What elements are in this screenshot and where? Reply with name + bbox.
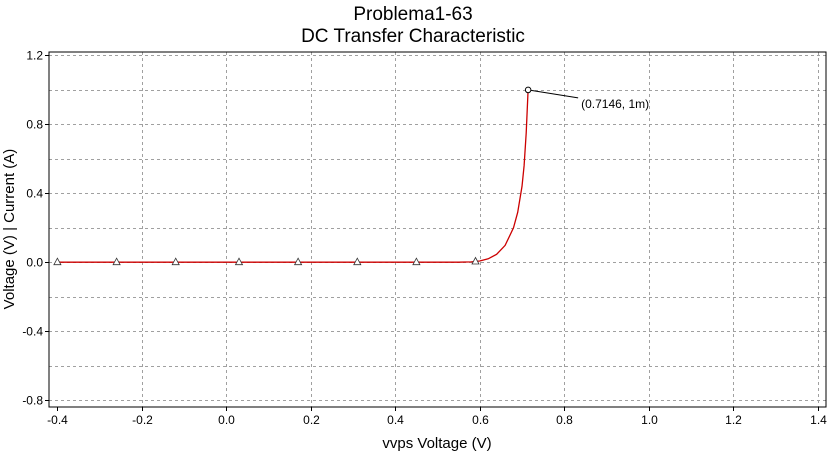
chart-subtitle: DC Transfer Characteristic	[301, 26, 525, 47]
y-tick-label: -0.8	[22, 394, 43, 408]
y-tick-label: 0.8	[26, 118, 43, 132]
series-marker-triangle	[112, 257, 121, 266]
x-axis-ticks: -0.4 -0.2 0.0 0.2 0.4 0.6 0.8 1.0 1.2 1.4	[47, 407, 827, 427]
y-tick-label: -0.4	[22, 325, 43, 339]
grid	[49, 52, 826, 407]
x-tick-label: -0.4	[47, 413, 68, 427]
y-axis-ticks: 1.2 0.8 0.4 0.0 -0.4 -0.8	[22, 49, 49, 408]
x-tick-label: 1.2	[725, 413, 742, 427]
y-axis-label: Voltage (V) | Current (A)	[1, 149, 18, 310]
plot-frame	[48, 51, 827, 408]
x-tick-label: -0.2	[132, 413, 153, 427]
series-group	[53, 89, 529, 266]
x-axis-label: vvps Voltage (V)	[382, 435, 491, 452]
annotation-label: (0.7146, 1m)	[581, 97, 649, 111]
series-marker-triangle	[171, 257, 180, 266]
series-line	[57, 89, 529, 263]
x-tick-label: 1.0	[641, 413, 658, 427]
series-marker-triangle	[471, 256, 480, 265]
y-tick-label: 1.2	[26, 49, 43, 63]
chart-title: Problema1-63	[353, 4, 472, 25]
series-marker-triangle	[412, 257, 421, 266]
annotation-point	[524, 86, 532, 94]
y-tick-label: 0.4	[26, 187, 43, 201]
x-tick-label: 0.2	[303, 413, 320, 427]
x-tick-label: 0.0	[218, 413, 235, 427]
series-marker-triangle	[234, 257, 244, 266]
x-tick-label: 0.4	[387, 413, 404, 427]
x-tick-label: 1.4	[810, 413, 827, 427]
series-marker-triangle	[353, 257, 362, 266]
series-marker-triangle	[53, 257, 62, 266]
x-tick-label: 0.8	[556, 413, 573, 427]
x-tick-label: 0.6	[472, 413, 489, 427]
y-tick-label: 0.0	[26, 256, 43, 270]
annotation-leader	[531, 89, 579, 99]
series-marker-triangle	[293, 257, 303, 266]
annotation-group: (0.7146, 1m)	[524, 86, 649, 111]
